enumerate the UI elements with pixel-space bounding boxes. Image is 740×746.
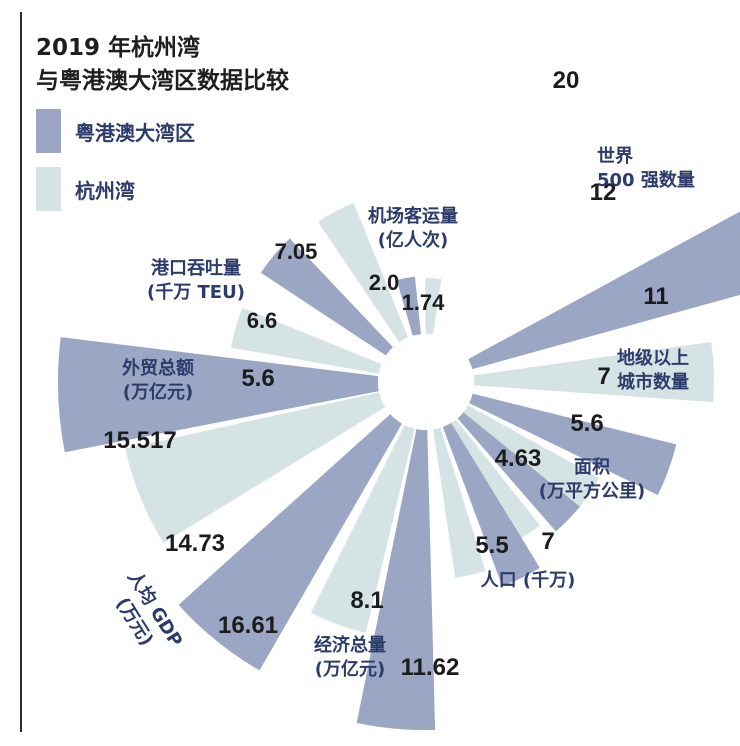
category-label-2-1: (万平方公里): [539, 480, 645, 502]
bar-hzb-0: [473, 341, 714, 403]
value-label-gba-3: 7: [541, 528, 554, 555]
bar-gba-5: [178, 414, 402, 671]
value-label-hzb-6: 5.6: [241, 365, 274, 392]
chart-title-line-1: 2019 年杭州湾: [36, 35, 201, 61]
bar-gba-4: [356, 429, 436, 730]
value-label-gba-8: 2.0: [369, 270, 400, 295]
chart-center-circle: [378, 334, 474, 430]
value-label-hzb-8: 1.74: [402, 290, 446, 315]
category-label-4-0: 经济总量: [314, 634, 386, 656]
legend-label-gba: 粤港澳大湾区: [75, 120, 195, 145]
category-label-3-0: 人口 (千万): [481, 570, 576, 591]
category-label-2-0: 面积: [574, 457, 610, 478]
value-label-hzb-4: 8.1: [350, 587, 383, 614]
legend-label-hzb: 杭州湾: [75, 178, 135, 203]
bar-hzb-7: [318, 203, 409, 343]
value-label-hzb-7: 7.05: [275, 239, 318, 264]
value-label-hzb-5: 14.73: [165, 530, 225, 557]
value-label-gba-2: 5.6: [570, 410, 603, 437]
legend-swatch-hzb: [36, 167, 61, 211]
category-label-7-0: 港口吞吐量: [151, 257, 241, 279]
category-label-8-0: 机场客运量: [368, 205, 458, 227]
category-label-7-1: (千万 TEU): [147, 282, 245, 303]
bar-gba-2: [457, 412, 580, 532]
chart-title: 2019 年杭州湾 与粤港澳大湾区数据比较: [36, 32, 289, 98]
value-label-hzb-2: 4.63: [495, 445, 542, 472]
bar-gba-3: [442, 422, 540, 587]
value-label-hzb-1: 7: [597, 363, 610, 390]
category-label-1-1: 城市数量: [617, 371, 689, 393]
chart-title-line-2: 与粤港澳大湾区数据比较: [36, 68, 289, 94]
bar-gba-1: [469, 393, 677, 496]
legend: 粤港澳大湾区 杭州湾: [36, 108, 195, 224]
legend-item-hzb: 杭州湾: [36, 166, 195, 212]
category-label-0-1: 500 强数量: [597, 169, 695, 191]
legend-swatch-gba: [36, 109, 61, 153]
frame-line: [20, 12, 22, 732]
value-label-gba-5: 16.61: [218, 612, 278, 639]
bar-hzb-8: [425, 278, 442, 335]
bar-hzb-2: [449, 419, 540, 542]
bar-hzb-1: [463, 405, 600, 507]
category-label-0-0: 世界: [597, 146, 633, 167]
bar-hzb-6: [231, 307, 382, 374]
category-label-8-1: (亿人次): [378, 229, 448, 251]
bar-gba-7: [260, 238, 393, 356]
value-label-hzb-3: 5.5: [475, 532, 508, 559]
legend-item-gba: 粤港澳大湾区: [36, 108, 195, 154]
bar-gba-8: [396, 276, 421, 336]
category-label-1-0: 地级以上: [617, 347, 689, 369]
bar-gba-0: [468, 211, 740, 370]
value-label-gba-1: 11: [643, 283, 668, 310]
category-label-6-0: 外贸总额: [122, 357, 194, 379]
bar-hzb-3: [433, 427, 486, 578]
bar-hzb-5: [125, 392, 386, 543]
bar-hzb-4: [310, 424, 415, 633]
value-label-gba-4: 11.62: [401, 654, 460, 681]
value-label-gba-0: 20: [553, 67, 580, 94]
value-label-gba-6: 15.517: [103, 427, 176, 454]
category-label-4-1: (万亿元): [315, 658, 385, 680]
bar-gba-6: [58, 337, 379, 453]
value-label-gba-7: 6.6: [247, 308, 278, 333]
category-label-6-1: (万亿元): [123, 381, 193, 403]
value-label-hzb-0: 12: [590, 179, 617, 206]
